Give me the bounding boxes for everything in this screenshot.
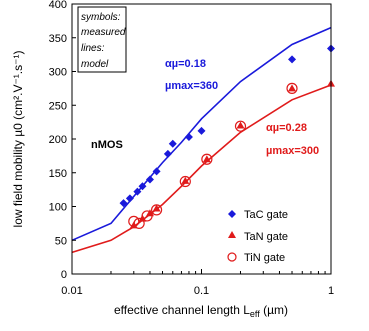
tin-point: [234, 120, 247, 132]
y-axis-label: low field mobility µ0 (cm².V⁻¹.s⁻¹): [11, 51, 25, 228]
device-label: nMOS: [91, 139, 123, 151]
legend-label-tac: TaC gate: [244, 209, 288, 221]
tin-point: [201, 153, 213, 165]
x-axis-label: effective channel length Leff (µm): [114, 303, 288, 319]
legend-diamond-marker: [228, 210, 236, 218]
tac-point: [168, 139, 177, 148]
legend-label-tan: TaN gate: [244, 231, 288, 243]
note-box: [77, 6, 127, 73]
tac-point: [138, 182, 147, 191]
tin-point: [179, 175, 191, 188]
x-axis-ticks: 0.01 0.1 1: [61, 269, 334, 297]
tan-point: [236, 121, 245, 129]
note-line-2: measured: [81, 27, 126, 38]
tac-point: [197, 126, 206, 135]
y-tick-label: 0: [61, 269, 67, 281]
tac-point: [125, 194, 134, 203]
tan-point: [288, 84, 297, 92]
tin-point: [286, 82, 298, 94]
note-line-4: model: [81, 59, 109, 70]
tin-point: [128, 215, 140, 227]
y-tick-label: 300: [49, 67, 67, 79]
blue-mumax-label: µmax=360: [165, 80, 218, 92]
tin-point: [150, 204, 163, 216]
y-tick-label: 150: [49, 168, 67, 180]
tac-point: [184, 132, 193, 141]
red-mumax-label: µmax=300: [266, 145, 319, 157]
y-axis-ticks: 0 50 100 150 200 250 300 350 400: [49, 0, 76, 281]
note-line-1: symbols:: [81, 12, 121, 23]
model-line-blue: [71, 26, 332, 242]
y-tick-label: 200: [49, 134, 67, 146]
tac-point: [119, 199, 128, 208]
blue-alpha-label: αµ=0.18: [165, 58, 206, 70]
legend-circle-marker: [227, 252, 237, 262]
y-tick-label: 350: [49, 33, 67, 45]
tac-point: [145, 175, 154, 184]
y-tick-label: 400: [49, 0, 67, 11]
legend-label-tin: TiN gate: [244, 252, 285, 264]
model-line-red: [71, 84, 332, 254]
x-tick-label: 0.01: [61, 285, 82, 297]
tin-point: [133, 217, 145, 229]
note-line-3: lines:: [81, 43, 105, 54]
y-tick-label: 50: [55, 235, 67, 247]
legend: TaC gate TaN gate TiN gate: [227, 209, 288, 264]
tan-point: [181, 176, 190, 184]
y-tick-label: 100: [49, 202, 67, 214]
x-axis-label-main: effective channel length L: [114, 303, 250, 317]
tin-point: [141, 210, 153, 222]
tac-point: [163, 149, 172, 158]
x-axis-label-unit: (µm): [260, 303, 288, 317]
red-alpha-label: αµ=0.28: [266, 122, 307, 134]
y-tick-label: 250: [49, 100, 67, 112]
x-tick-label: 1: [328, 285, 334, 297]
x-axis-label-sub: eff: [250, 309, 260, 319]
legend-triangle-marker: [228, 231, 236, 238]
tac-point: [133, 187, 142, 196]
tac-point: [152, 167, 161, 176]
tan-point: [202, 155, 211, 163]
tan-point: [152, 204, 161, 212]
plot-marks: [71, 26, 335, 254]
x-tick-label: 0.1: [194, 285, 209, 297]
tac-point: [288, 55, 297, 64]
